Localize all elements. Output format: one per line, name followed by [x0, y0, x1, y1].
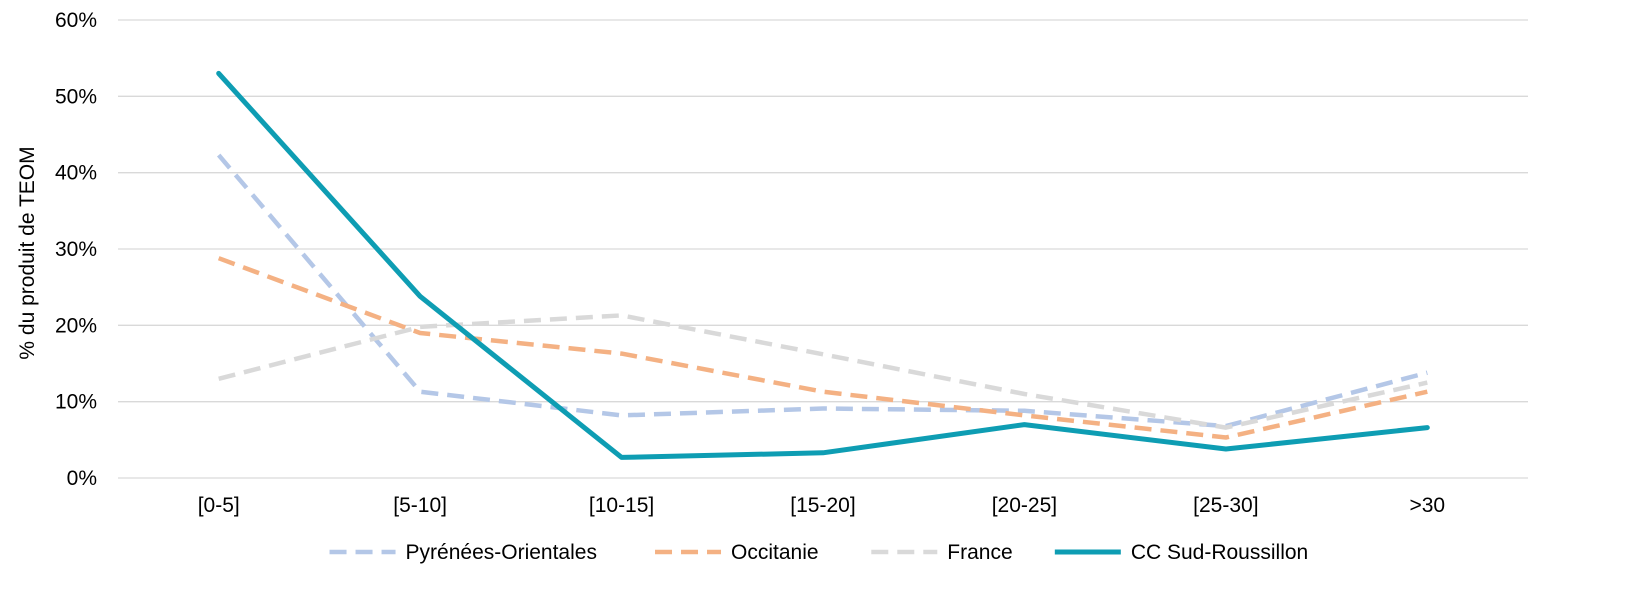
series-lines	[216, 70, 1430, 460]
x-tick-label: >30	[1409, 494, 1445, 517]
legend-label: Pyrénées-Orientales	[406, 541, 597, 564]
y-tick-label: 50%	[55, 85, 97, 108]
x-tick-label: [10-15]	[589, 494, 654, 517]
x-tick-label: [25-30]	[1193, 494, 1258, 517]
legend-label: Occitanie	[731, 541, 819, 564]
x-axis-ticks: [0-5] [5-10] [10-15] [15-20] [20-25] [25-30] >…	[198, 494, 1445, 517]
y-tick-label: 40%	[55, 162, 97, 185]
x-tick-label: [0-5]	[198, 494, 240, 517]
legend-item-3: CC Sud-Roussillon	[1054, 541, 1308, 564]
legend-label: CC Sud-Roussillon	[1131, 541, 1308, 564]
series-line-2	[218, 313, 1428, 430]
y-axis-ticks: 0% 10% 20% 30% 40% 50% 60%	[55, 9, 97, 490]
y-tick-label: 60%	[55, 9, 97, 32]
x-tick-label: [20-25]	[992, 494, 1057, 517]
legend-item-2: France	[871, 541, 1013, 564]
legend: Pyrénées-Orientales Occitanie France CC Sud…	[329, 541, 1308, 564]
gridlines	[118, 19, 1528, 479]
y-tick-label: 10%	[55, 391, 97, 414]
y-tick-label: 0%	[67, 467, 97, 490]
x-tick-label: [15-20]	[790, 494, 855, 517]
x-tick-label: [5-10]	[393, 494, 447, 517]
legend-label: France	[947, 541, 1012, 564]
series-line-0	[216, 153, 1428, 429]
legend-item-1: Occitanie	[655, 541, 819, 564]
y-axis-title: % du produit de TEOM	[16, 146, 39, 359]
series-line-1	[217, 256, 1428, 440]
series-line-3	[216, 70, 1430, 460]
y-tick-label: 30%	[55, 238, 97, 261]
y-tick-label: 20%	[55, 314, 97, 337]
legend-item-0: Pyrénées-Orientales	[329, 541, 597, 564]
